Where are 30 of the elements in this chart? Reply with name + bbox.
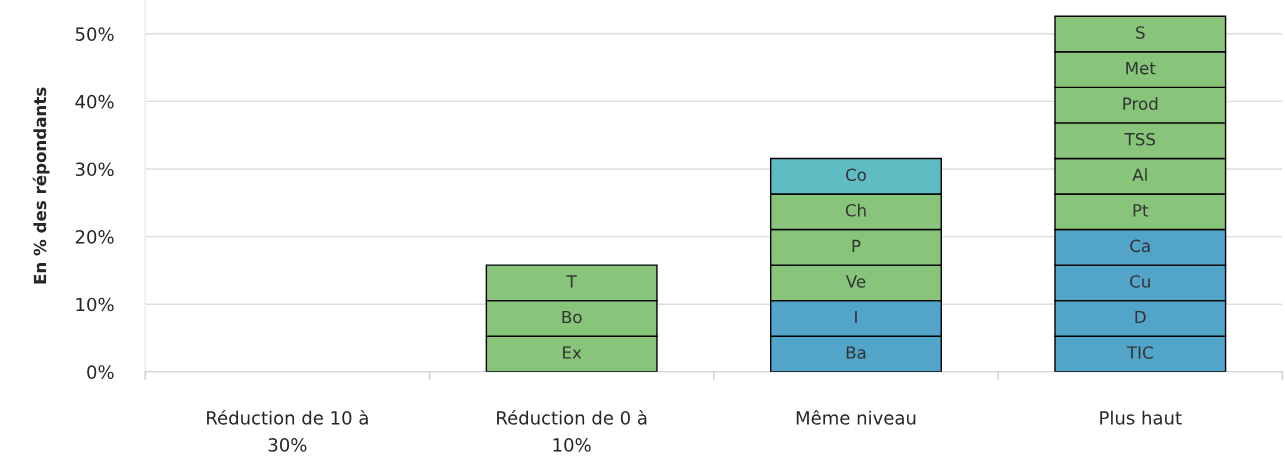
series-label: T — [566, 275, 577, 288]
series-label: D — [1135, 310, 1146, 324]
y-tick-label: 40% — [75, 94, 114, 109]
series-label: P — [852, 239, 861, 252]
series-label: Ca — [1130, 239, 1150, 253]
series-label: Cu — [1130, 275, 1150, 288]
y-axis-title: En % des répondants — [32, 87, 50, 284]
series-label: Al — [1132, 168, 1147, 181]
y-tick-label: 20% — [75, 230, 114, 244]
series-label: Ex — [563, 346, 582, 359]
x-tick-label: Même niveau — [796, 409, 916, 425]
series-label: I — [855, 310, 857, 324]
series-label: S — [1136, 26, 1145, 39]
y-tick-label: 30% — [75, 162, 114, 177]
series-label: Ch — [845, 203, 866, 217]
y-tick-label: 0% — [87, 365, 114, 379]
y-tick-label: 50% — [75, 27, 114, 41]
series-label: Bo — [562, 310, 582, 324]
series-label: Ve — [845, 275, 866, 288]
y-tick-label: 10% — [76, 297, 114, 312]
series-label: Co — [845, 168, 866, 182]
series-label: Pt — [1133, 204, 1149, 217]
series-label: Ba — [846, 346, 866, 359]
series-label: TSS — [1124, 132, 1156, 146]
x-tick-label: Réduction de 0 à 10% — [497, 409, 647, 452]
x-tick-label: Réduction de 10 à 30% — [207, 409, 368, 452]
x-tick-label: Plus haut — [1100, 410, 1182, 425]
series-label: TIC — [1126, 346, 1153, 359]
series-label: Prod — [1123, 97, 1158, 110]
series-label: Met — [1126, 62, 1156, 75]
